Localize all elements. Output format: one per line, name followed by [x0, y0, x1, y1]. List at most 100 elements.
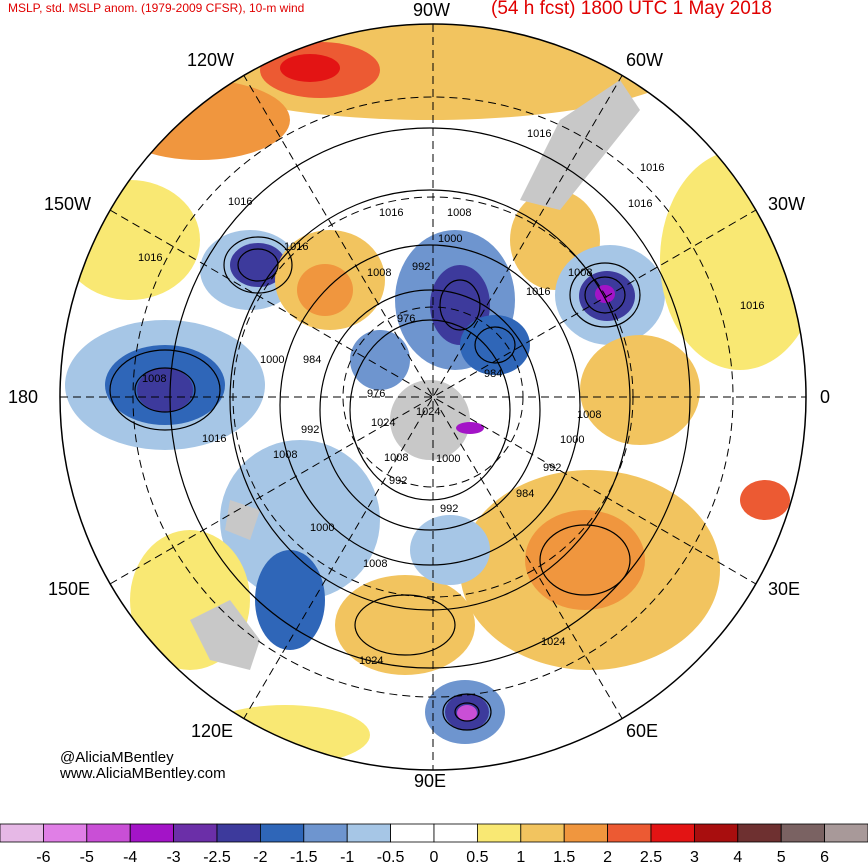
colorbar-tick-label: -5: [80, 849, 94, 865]
isobar-label: 984: [484, 368, 502, 380]
map-title-left: MSLP, std. MSLP anom. (1979-2009 CFSR), …: [8, 1, 305, 15]
isobar-label: 1000: [560, 434, 584, 446]
isobar-label: 1000: [310, 522, 334, 534]
lon-label-150e: 150E: [48, 579, 91, 599]
colorbar-tick-label: -1.5: [290, 849, 318, 865]
colorbar-tick-label: 1.5: [553, 849, 575, 865]
colorbar-tick-label: 1: [516, 849, 525, 865]
colorbar-tick-label: 3: [690, 849, 699, 865]
colorbar-box: [303, 823, 348, 843]
isobar-label: 1016: [202, 433, 226, 445]
colorbar-boxes: [0, 823, 868, 843]
colorbar-tick-label: -1: [340, 849, 354, 865]
colorbar-box: [476, 823, 522, 843]
lon-label-30w: 30W: [768, 194, 806, 214]
polar-map: 1016 1016 1016 1016 1016 1016 1016 1016 …: [59, 23, 807, 771]
isobar-label: 1024: [416, 406, 440, 418]
isobar-label: 984: [516, 488, 534, 500]
isobar-label: 992: [389, 475, 407, 487]
lon-label-150w: 150W: [44, 194, 92, 214]
colorbar-box: [86, 823, 131, 843]
colorbar-ticks: -6 -5 -4 -3 -2.5 -2 -1.5 -1 -0.5 0 0.5 1 1.5 2 2.5 3 4 5 6: [36, 849, 829, 865]
colorbar-box: [520, 823, 565, 843]
isobar-label: 1000: [260, 354, 284, 366]
lon-label-180: 180: [8, 387, 39, 407]
isobar-label: 984: [303, 354, 321, 366]
isobar-labels: 1016 1016 1016 1016 1016 1016 1016 1016 …: [138, 128, 764, 667]
colorbar-box: [694, 823, 739, 843]
isobar-label: 1016: [526, 286, 550, 298]
isobar-label: 976: [367, 388, 385, 400]
colorbar-tick-label: 6: [820, 849, 829, 865]
isobar-label: 1008: [367, 267, 391, 279]
graticule: [60, 24, 806, 770]
colorbar-box: [607, 823, 652, 843]
colorbar-tick-label: 2: [603, 849, 612, 865]
isobar-label: 1008: [142, 373, 166, 385]
lon-label-90e: 90E: [414, 771, 447, 791]
isobar-label: 992: [543, 462, 561, 474]
isobar-contours: [109, 127, 691, 731]
isobar-label: 1008: [447, 207, 471, 219]
lon-label-90w: 90W: [413, 0, 451, 20]
colorbar-box: [216, 823, 261, 843]
isobar-label: 1024: [359, 655, 383, 667]
lon-label-60w: 60W: [626, 50, 664, 70]
isobar-label: 1016: [228, 196, 252, 208]
isobar-label: 1016: [138, 252, 162, 264]
isobar-label: 992: [412, 261, 430, 273]
isobar-label: 1008: [568, 267, 592, 279]
colorbar-tick-label: 5: [777, 849, 786, 865]
colorbar-box: [346, 823, 392, 843]
colorbar-box: [563, 823, 609, 843]
colorbar-box: [129, 823, 174, 843]
colorbar-tick-label: 0.5: [466, 849, 488, 865]
colorbar-box: [737, 823, 782, 843]
isobar-label: 1000: [438, 233, 462, 245]
colorbar-box: [173, 823, 218, 843]
colorbar-tick-label: 2.5: [640, 849, 662, 865]
credit-website: www.AliciaMBentley.com: [60, 765, 226, 782]
colorbar-box: [0, 823, 44, 843]
colorbar-box: [390, 823, 435, 843]
isobar-label: 1008: [273, 449, 297, 461]
isobar-label: 1008: [363, 558, 387, 570]
lon-label-120e: 120E: [191, 721, 234, 741]
map-boundary: [59, 23, 807, 771]
isobar-label: 1008: [384, 452, 408, 464]
isobar-label: 976: [397, 313, 415, 325]
colorbar-tick-label: 0: [430, 849, 439, 865]
colorbar-box: [780, 823, 826, 843]
isobar-label: 992: [440, 503, 458, 515]
colorbar-box: [433, 823, 478, 843]
isobar-label: 1016: [527, 128, 551, 140]
colorbar-box: [824, 823, 868, 843]
lon-label-0: 0: [820, 387, 831, 407]
colorbar-tick-label: -2: [253, 849, 267, 865]
colorbar-box: [650, 823, 695, 843]
isobar-label: 992: [301, 424, 319, 436]
isobar-label: 1008: [577, 409, 601, 421]
colorbar-tick-label: -2.5: [203, 849, 231, 865]
colorbar-tick-label: -0.5: [377, 849, 405, 865]
isobar-label: 1016: [284, 241, 308, 253]
lon-label-30e: 30E: [768, 579, 801, 599]
isobar-label: 1016: [379, 207, 403, 219]
colorbar: -6 -5 -4 -3 -2.5 -2 -1.5 -1 -0.5 0 0.5 1 1.5 2 2.5 3 4 5 6: [0, 823, 868, 865]
lon-label-120w: 120W: [187, 50, 235, 70]
colorbar-tick-label: -3: [166, 849, 180, 865]
colorbar-tick-label: -6: [36, 849, 50, 865]
map-title-right: (54 h fcst) 1800 UTC 1 May 2018: [491, 0, 772, 19]
colorbar-tick-label: 4: [733, 849, 742, 865]
isobar-label: 1016: [740, 300, 764, 312]
isobar-label: 1024: [541, 636, 565, 648]
isobar-label: 1000: [436, 453, 460, 465]
colorbar-box: [259, 823, 305, 843]
isobar-label: 1016: [640, 162, 664, 174]
lon-label-60e: 60E: [626, 721, 659, 741]
colorbar-box: [43, 823, 88, 843]
isobar-label: 1024: [371, 417, 395, 429]
isobar-label: 1016: [628, 198, 652, 210]
colorbar-tick-label: -4: [123, 849, 137, 865]
credit-handle: @AliciaMBentley: [60, 749, 174, 766]
